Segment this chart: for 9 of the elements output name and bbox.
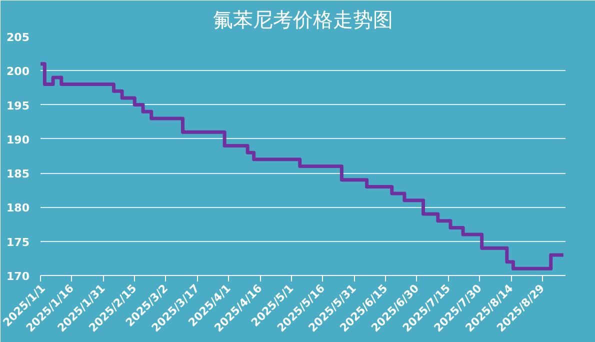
y-tick-label: 180 [6,202,30,215]
y-tick-label: 175 [6,236,30,249]
y-tick-label: 190 [6,133,30,146]
y-tick-label: 170 [6,270,30,283]
y-tick-label: 185 [6,168,30,181]
y-tick-label: 205 [6,31,30,44]
chart-title: 氟苯尼考价格走势图 [213,8,393,32]
y-tick-label: 195 [6,99,30,112]
y-tick-label: 200 [6,65,30,78]
